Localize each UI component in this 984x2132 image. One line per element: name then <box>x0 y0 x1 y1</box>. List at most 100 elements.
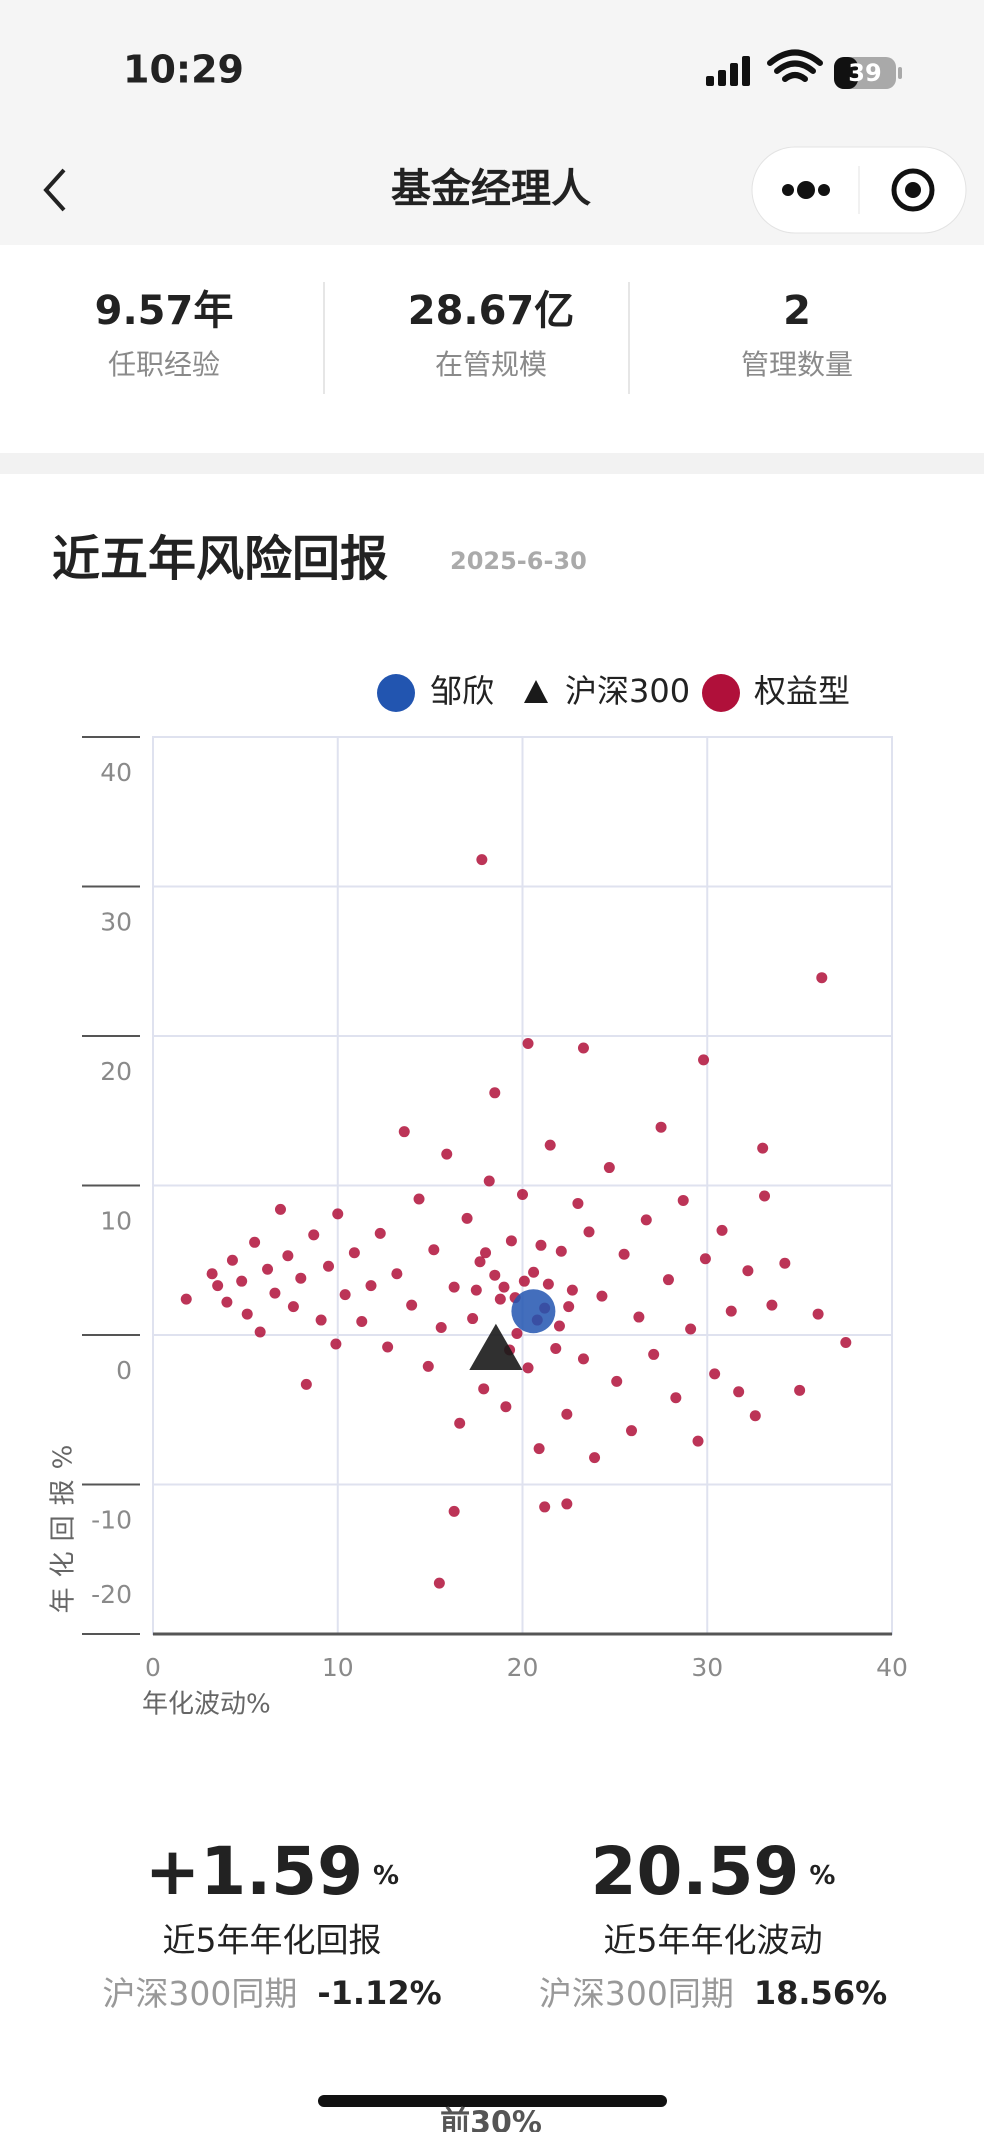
point <box>300 1378 312 1390</box>
point <box>221 1296 233 1308</box>
point <box>180 1293 192 1305</box>
point <box>603 1162 615 1174</box>
point <box>330 1338 342 1350</box>
point <box>428 1244 440 1256</box>
point <box>633 1311 645 1323</box>
status-time: 10:29 <box>123 48 244 92</box>
close-button[interactable] <box>891 168 935 212</box>
point <box>577 1353 589 1365</box>
point <box>332 1208 344 1220</box>
point <box>511 1289 556 1334</box>
x-tick-label: 40 <box>876 1653 908 1682</box>
y-tick-label: 40 <box>100 758 132 787</box>
point <box>535 1239 547 1251</box>
summary-compare: 沪深300同期 18.56% <box>539 1974 887 2013</box>
point <box>766 1299 778 1311</box>
signal-icon <box>706 56 750 86</box>
back-button[interactable] <box>43 168 66 212</box>
point <box>494 1293 506 1305</box>
point <box>779 1257 791 1269</box>
point <box>365 1280 377 1292</box>
point <box>500 1401 512 1413</box>
x-axis-title: 年化波动% <box>142 1690 271 1720</box>
point <box>677 1194 689 1206</box>
point <box>469 1323 523 1370</box>
summary-value: +1.59% <box>145 1833 399 1910</box>
point <box>422 1360 434 1372</box>
point <box>539 1501 551 1513</box>
summary-value: 20.59% <box>591 1833 836 1910</box>
y-axis-title: 年化回报% <box>49 1435 79 1614</box>
point <box>716 1224 728 1236</box>
battery-cap <box>898 67 902 79</box>
point <box>692 1435 704 1447</box>
compare-value: 18.56% <box>754 1974 887 2012</box>
compare-label: 沪深300同期 <box>102 1974 297 2013</box>
stat-label: 在管规模 <box>435 348 547 381</box>
point <box>212 1280 224 1292</box>
point <box>685 1323 697 1335</box>
point <box>470 1284 482 1296</box>
point <box>655 1121 667 1133</box>
point <box>348 1247 360 1259</box>
point <box>583 1226 595 1238</box>
y-tick-label: 10 <box>100 1207 132 1236</box>
point <box>517 1188 528 1200</box>
point <box>577 1042 589 1054</box>
compare-label: 沪深300同期 <box>539 1974 734 2013</box>
point <box>382 1341 394 1353</box>
point <box>483 1175 495 1187</box>
point <box>206 1268 218 1280</box>
x-tick-label: 10 <box>322 1653 354 1682</box>
point <box>356 1316 368 1328</box>
point <box>611 1375 623 1387</box>
footer-text: 前30% <box>440 2106 542 2132</box>
point <box>561 1408 573 1420</box>
summary-number: 20.59 <box>591 1833 800 1910</box>
section-date: 2025-6-30 <box>450 547 587 575</box>
y-tick-label: -20 <box>91 1580 132 1609</box>
y-tick-label: -10 <box>91 1506 132 1535</box>
point <box>236 1275 248 1287</box>
stat-label: 管理数量 <box>741 348 853 381</box>
point <box>461 1212 473 1224</box>
summary-label: 近5年年化回报 <box>163 1921 382 1960</box>
point <box>441 1148 453 1160</box>
point <box>308 1229 320 1241</box>
point <box>511 1328 523 1340</box>
point <box>812 1308 824 1320</box>
section-title: 近五年风险回报 <box>52 531 388 587</box>
point <box>522 1362 534 1374</box>
point <box>274 1203 286 1215</box>
point <box>561 1498 573 1510</box>
legend-label: 沪深300 <box>565 672 690 710</box>
point <box>391 1268 403 1280</box>
stat-value: 9.57年 <box>95 288 234 334</box>
more-button[interactable] <box>782 181 830 199</box>
point <box>555 1245 567 1257</box>
legend-marker <box>524 680 548 703</box>
point <box>262 1263 274 1275</box>
point <box>433 1577 445 1589</box>
battery-text: 39 <box>848 59 881 87</box>
point <box>489 1087 501 1099</box>
point <box>749 1410 761 1422</box>
point <box>757 1142 769 1154</box>
point <box>626 1425 638 1437</box>
y-tick-label: 0 <box>116 1356 132 1385</box>
point <box>522 1037 534 1049</box>
point <box>315 1314 327 1326</box>
legend-marker <box>377 674 415 712</box>
y-tick-label: 20 <box>100 1057 132 1086</box>
point <box>759 1190 771 1202</box>
point <box>699 1253 711 1265</box>
point <box>725 1305 737 1317</box>
point <box>533 1443 545 1455</box>
point <box>254 1326 266 1338</box>
x-tick-label: 0 <box>145 1653 161 1682</box>
point <box>528 1266 540 1278</box>
point <box>553 1320 565 1332</box>
point <box>448 1281 460 1293</box>
point <box>794 1384 806 1396</box>
summary-number: +1.59 <box>145 1833 363 1910</box>
